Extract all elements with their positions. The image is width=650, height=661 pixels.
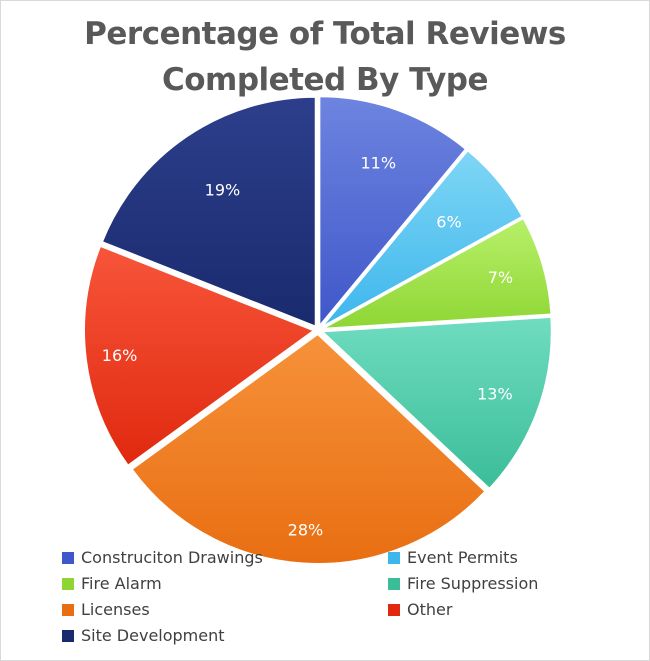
pie-slice-licenses	[130, 332, 487, 565]
chart-title-line-1: Percentage of Total Reviews	[84, 16, 566, 52]
legend-swatch	[388, 578, 400, 590]
legend-swatch	[62, 604, 74, 616]
pie-slice-other	[83, 244, 317, 468]
legend-swatch	[388, 604, 400, 616]
slice-data-label: 7%	[488, 268, 513, 287]
slice-data-label: 19%	[205, 180, 241, 199]
slice-data-label: 11%	[361, 154, 397, 173]
chart-title-line-2: Completed By Type	[161, 62, 489, 98]
legend-label: Other	[407, 600, 453, 619]
slice-data-label: 28%	[288, 521, 324, 540]
legend-swatch	[62, 630, 74, 642]
legend-label: Construciton Drawings	[81, 548, 263, 567]
slice-data-label: 13%	[477, 385, 513, 404]
slice-data-label: 16%	[102, 346, 138, 365]
pie-slice-fire-suppression	[319, 315, 553, 491]
pie-slice-site-development	[100, 95, 317, 329]
legend-swatch	[62, 578, 74, 590]
pie-slice-event-permits	[320, 148, 524, 329]
legend-label: Fire Suppression	[407, 574, 539, 593]
legend-swatch	[388, 552, 400, 564]
pie-slice-construciton-drawings	[318, 95, 468, 330]
slice-data-label: 6%	[436, 213, 461, 232]
legend-label: Site Development	[81, 626, 225, 645]
legend-label: Fire Alarm	[81, 574, 162, 593]
pie-slice-fire-alarm	[321, 216, 553, 330]
legend-label: Licenses	[81, 600, 150, 619]
legend-swatch	[62, 552, 74, 564]
legend-label: Event Permits	[407, 548, 518, 567]
